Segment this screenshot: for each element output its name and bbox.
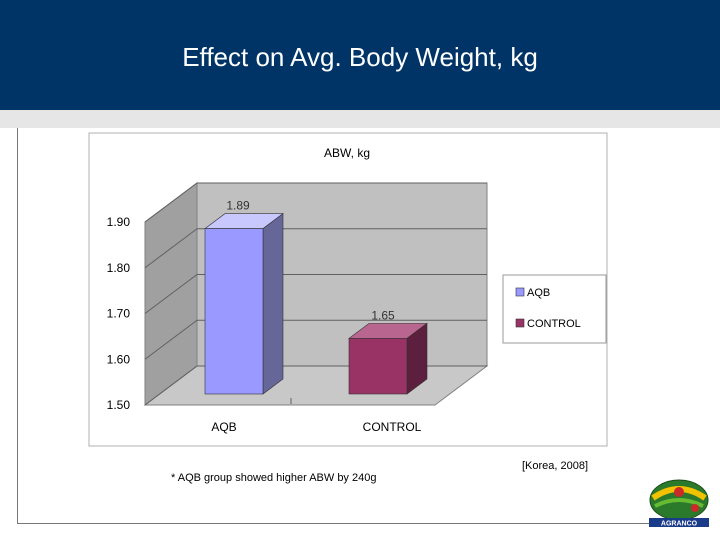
source-citation: [Korea, 2008] <box>522 460 589 472</box>
gridline-side <box>144 274 198 314</box>
logo-text: AGRANCO <box>661 521 698 528</box>
bottom-rule <box>17 523 657 524</box>
logo-dot <box>691 504 699 512</box>
legend-swatch <box>515 318 525 328</box>
legend-label: CONTROL <box>527 318 581 330</box>
chart-title: ABW, kg <box>324 146 370 160</box>
legend-swatch <box>515 287 525 297</box>
footnote: * AQB group showed higher ABW by 240g <box>171 472 377 484</box>
logo-banner <box>649 518 709 527</box>
bar-front <box>204 228 264 395</box>
header-strip <box>0 110 720 128</box>
left-rule <box>17 128 18 524</box>
floor <box>143 365 489 406</box>
data-label: 1.89 <box>226 199 250 213</box>
x-tick-label: CONTROL <box>363 420 422 434</box>
gridline-side <box>144 182 198 223</box>
gridline-side <box>144 365 198 406</box>
legend-label: AQB <box>527 287 550 299</box>
y-tick-label: 1.80 <box>107 261 131 275</box>
y-tick-label: 1.70 <box>107 307 131 321</box>
legend-items: AQB CONTROL <box>515 287 581 330</box>
logo-sun <box>674 487 684 497</box>
agranco-logo: AGRANCO <box>649 479 709 528</box>
slide-header: Effect on Avg. Body Weight, kg <box>0 0 720 110</box>
y-axis: 1.90 1.80 1.70 1.60 1.50 <box>107 215 131 412</box>
gridline-side <box>144 228 198 269</box>
gridline-side <box>144 319 198 360</box>
bar-front <box>348 338 408 395</box>
y-tick-label: 1.90 <box>107 215 131 229</box>
logo-field <box>654 498 704 508</box>
x-tick-label: AQB <box>211 420 236 434</box>
data-label: 1.65 <box>371 308 395 322</box>
y-tick-label: 1.50 <box>107 398 131 412</box>
x-axis: AQB CONTROL <box>211 398 422 434</box>
y-tick-label: 1.60 <box>107 352 131 366</box>
legend <box>502 274 607 344</box>
slide-title: Effect on Avg. Body Weight, kg <box>182 42 538 72</box>
bars: 1.89 1.65 <box>204 199 428 395</box>
bar-side <box>262 212 284 395</box>
